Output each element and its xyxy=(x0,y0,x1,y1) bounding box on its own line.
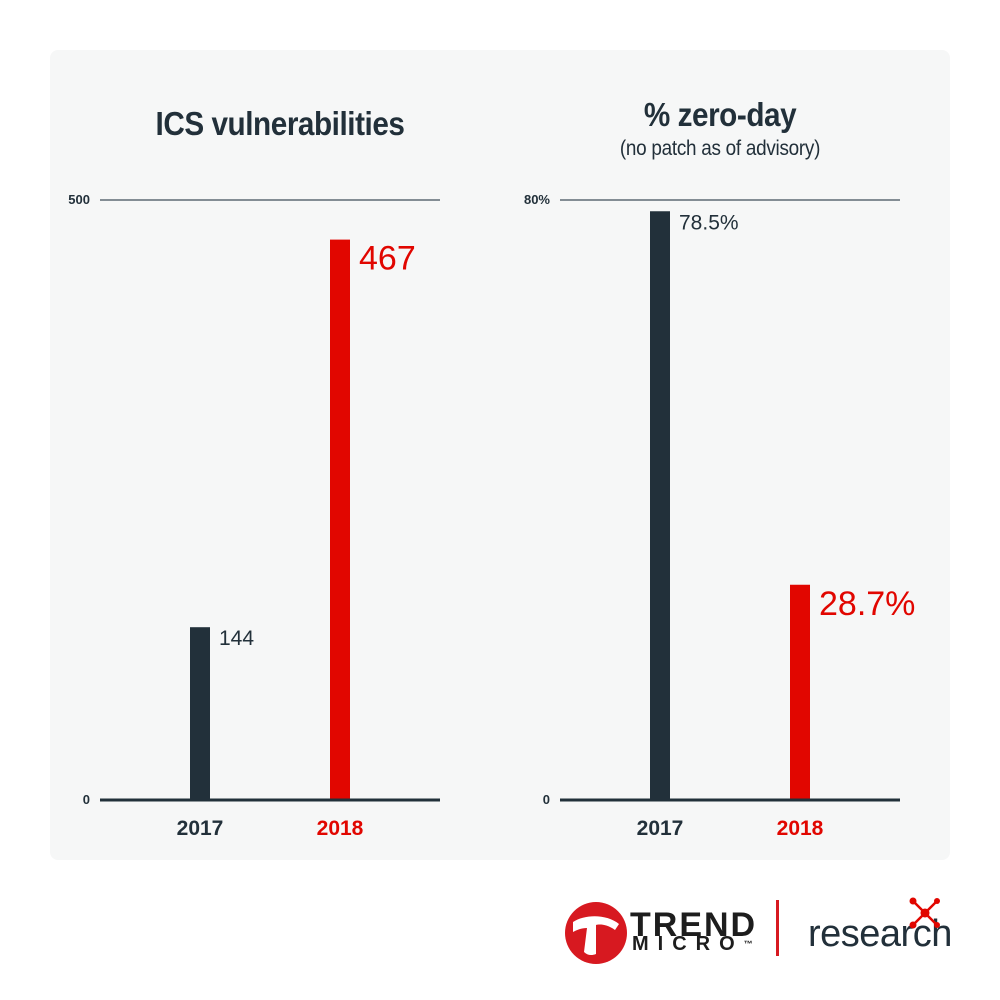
chart-title-right: % zero-day xyxy=(643,96,797,133)
value-label-2018: 28.7% xyxy=(819,585,915,623)
value-label-2017: 78.5% xyxy=(679,211,739,234)
chart-subtitle-right: (no patch as of advisory) xyxy=(619,137,821,160)
brand-research-text: research xyxy=(808,913,952,955)
y-tick-label: 0 xyxy=(83,792,90,807)
bar-2018 xyxy=(790,584,810,800)
y-tick-label: 80% xyxy=(524,192,550,207)
category-label-2017: 2017 xyxy=(177,817,224,840)
molecule-icon xyxy=(909,897,940,929)
category-label-2018: 2018 xyxy=(317,817,364,840)
chart-vulnerabilities: 0 500 144 2017 467 2018 xyxy=(68,192,440,840)
bar-2017 xyxy=(190,627,210,800)
chart-zero-day: 0 80% 78.5% 2017 28.7% 2018 xyxy=(524,192,915,840)
chart-title-left: ICS vulnerabilities xyxy=(155,105,405,142)
y-tick-label: 500 xyxy=(68,192,90,207)
value-label-2018: 467 xyxy=(359,240,416,278)
brand-divider xyxy=(776,900,779,956)
category-label-2018: 2018 xyxy=(777,817,824,840)
category-label-2017: 2017 xyxy=(637,817,684,840)
brand-micro-text: MICRO™ xyxy=(632,934,753,954)
value-label-2017: 144 xyxy=(219,627,254,650)
bar-2017 xyxy=(650,211,670,800)
brand-tm: ™ xyxy=(743,939,753,949)
y-tick-label: 0 xyxy=(543,792,550,807)
brand-trend-text: TREND xyxy=(630,906,758,944)
trend-micro-ball-icon xyxy=(565,902,627,964)
bar-2018 xyxy=(330,239,350,801)
brand-micro-word: MICRO xyxy=(632,933,744,955)
